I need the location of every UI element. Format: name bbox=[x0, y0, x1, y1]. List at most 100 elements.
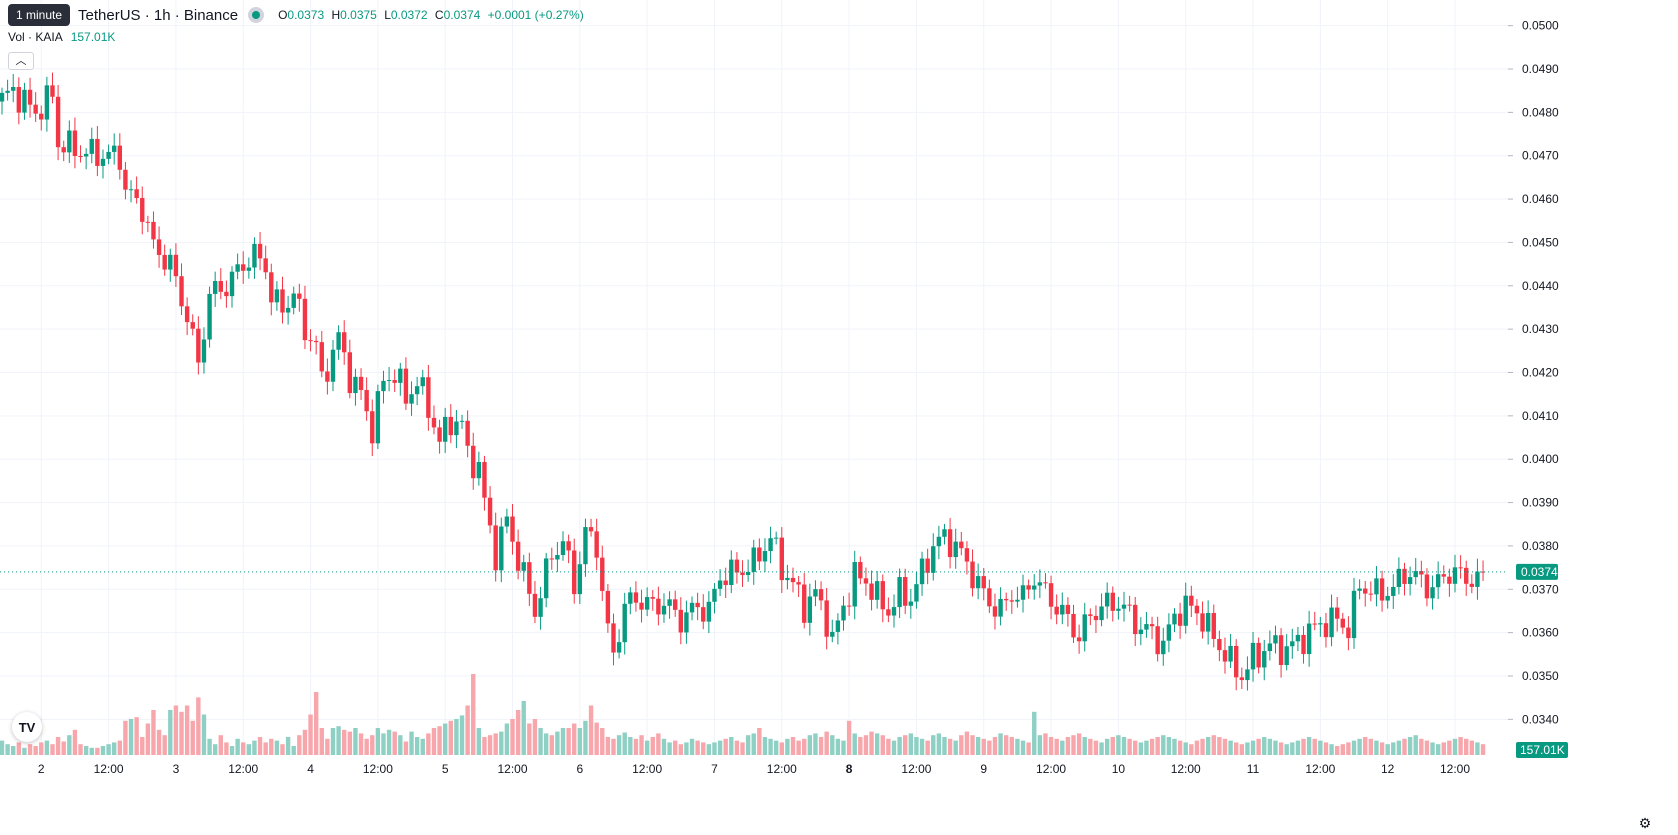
candle-body bbox=[998, 598, 1003, 617]
volume-bar bbox=[55, 737, 61, 755]
candle-body bbox=[291, 293, 296, 308]
volume-bar bbox=[1374, 740, 1379, 755]
volume-bar bbox=[302, 729, 308, 755]
candle-body bbox=[1076, 637, 1082, 642]
candle-body bbox=[673, 599, 678, 610]
volume-bar bbox=[1430, 742, 1435, 755]
x-tick-label: 12:00 bbox=[632, 762, 662, 776]
volume-bar bbox=[1116, 735, 1121, 755]
volume-bar bbox=[78, 744, 83, 755]
volume-bar bbox=[1368, 738, 1374, 755]
volume-bar bbox=[650, 737, 655, 755]
volume-bar bbox=[1009, 737, 1014, 755]
volume-bar bbox=[381, 733, 386, 755]
symbol-title[interactable]: TetherUS · 1h · Binance bbox=[78, 6, 239, 24]
candle-body bbox=[858, 562, 863, 579]
candle-body bbox=[633, 592, 639, 603]
candle-body bbox=[308, 340, 313, 342]
y-tick-label: 0.0470 bbox=[1522, 149, 1559, 163]
candle-body bbox=[622, 603, 627, 643]
x-tick-label: 6 bbox=[576, 762, 583, 776]
volume-bar bbox=[521, 701, 526, 755]
collapse-legend-button[interactable]: ︿ bbox=[8, 52, 34, 70]
x-tick-label: 12:00 bbox=[901, 762, 931, 776]
candle-body bbox=[212, 281, 218, 294]
volume-bar bbox=[106, 744, 111, 755]
volume-bar bbox=[1245, 742, 1250, 755]
volume-bar bbox=[358, 733, 364, 755]
volume-bar bbox=[931, 735, 936, 755]
x-tick-label: 12:00 bbox=[1036, 762, 1066, 776]
candle-body bbox=[555, 555, 560, 560]
market-status-icon[interactable] bbox=[248, 7, 265, 23]
volume-bar bbox=[818, 737, 824, 755]
x-tick-label: 12:00 bbox=[1305, 762, 1335, 776]
candle-body bbox=[773, 537, 779, 539]
candle-body bbox=[145, 221, 151, 223]
candle-body bbox=[515, 541, 521, 571]
candle-body bbox=[459, 420, 465, 422]
volume-bar bbox=[852, 733, 857, 755]
volume-bar bbox=[717, 740, 723, 755]
candle-body bbox=[1099, 606, 1104, 621]
candle-body bbox=[370, 411, 375, 444]
volume-bar bbox=[179, 711, 184, 755]
candle-body bbox=[992, 606, 998, 617]
gear-icon[interactable]: ⚙ bbox=[1638, 815, 1652, 831]
candle-body bbox=[280, 289, 285, 313]
volume-bar bbox=[1200, 738, 1205, 755]
volume-bar bbox=[1211, 735, 1216, 755]
candle-body bbox=[218, 281, 223, 292]
volume-label[interactable]: Vol · KAIA bbox=[8, 30, 63, 44]
candle-body bbox=[549, 558, 554, 560]
candle-body bbox=[790, 577, 796, 583]
candle-body bbox=[1015, 599, 1020, 602]
tradingview-logo[interactable]: TV bbox=[12, 712, 42, 742]
volume-bar bbox=[841, 740, 846, 755]
volume-bar bbox=[936, 733, 942, 755]
candle-body bbox=[27, 89, 33, 105]
candle-body bbox=[891, 607, 897, 616]
ohlc-low-label: L bbox=[384, 8, 391, 22]
candle-body bbox=[1222, 650, 1228, 662]
candle-body bbox=[846, 605, 852, 607]
volume-bar bbox=[796, 740, 801, 755]
volume-bar bbox=[224, 742, 229, 755]
candle-body bbox=[78, 155, 83, 157]
volume-bar bbox=[184, 705, 190, 755]
candle-body bbox=[465, 420, 470, 446]
volume-bar bbox=[813, 733, 818, 755]
candle-body bbox=[1155, 626, 1160, 655]
candle-body bbox=[903, 577, 908, 606]
x-tick-label: 9 bbox=[980, 762, 987, 776]
volume-bar bbox=[291, 746, 296, 755]
volume-bar bbox=[398, 735, 403, 755]
candle-body bbox=[1166, 624, 1172, 641]
candle-body bbox=[1357, 588, 1362, 591]
candle-body bbox=[616, 642, 622, 653]
volume-bar bbox=[431, 728, 437, 755]
candle-body bbox=[100, 158, 106, 166]
candle-body bbox=[297, 293, 302, 299]
volume-bar bbox=[370, 735, 375, 755]
volume-bar bbox=[465, 705, 470, 755]
volume-bar bbox=[830, 735, 835, 755]
candle-body bbox=[39, 113, 44, 120]
volume-bar bbox=[1419, 738, 1424, 755]
candle-body bbox=[386, 380, 392, 382]
volume-bar bbox=[72, 729, 78, 755]
volume-bar bbox=[639, 735, 644, 755]
volume-bar bbox=[504, 723, 510, 755]
candle-body bbox=[1026, 585, 1031, 590]
volume-bar bbox=[863, 735, 869, 755]
candle-body bbox=[1009, 600, 1014, 602]
volume-bar bbox=[588, 705, 594, 755]
candle-body bbox=[106, 151, 111, 159]
candle-body bbox=[437, 427, 442, 442]
candle-body bbox=[1211, 612, 1216, 639]
candle-body bbox=[123, 169, 128, 190]
volume-bar bbox=[117, 740, 123, 755]
candle-body bbox=[835, 620, 841, 632]
volume-bar bbox=[532, 719, 538, 755]
